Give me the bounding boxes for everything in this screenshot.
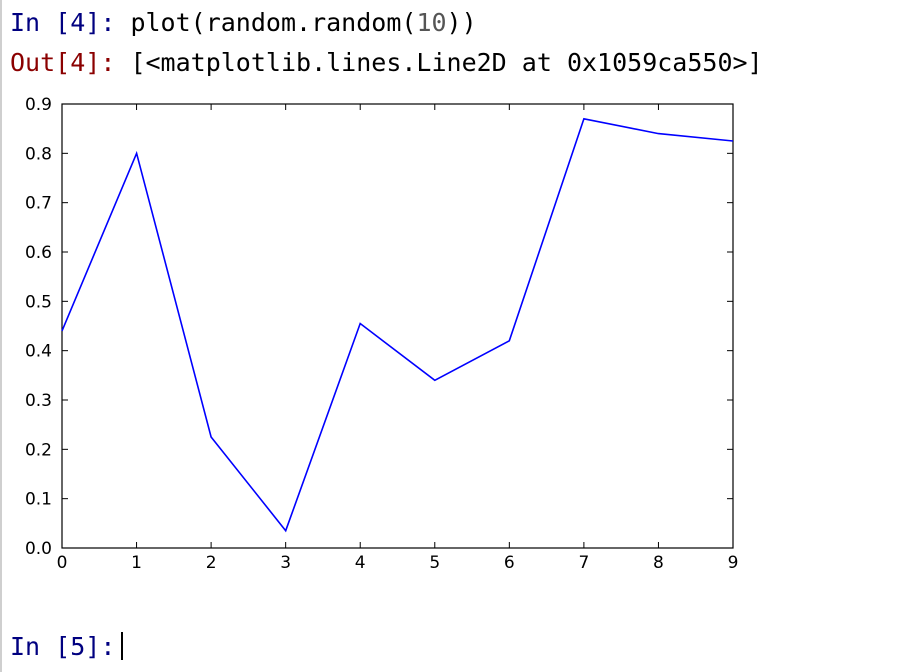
cell-left-border bbox=[0, 0, 2, 672]
y-tick-label: 0.3 bbox=[25, 391, 52, 411]
y-tick-label: 0.2 bbox=[25, 440, 52, 460]
y-tick-label: 0.6 bbox=[25, 243, 52, 263]
x-tick-label: 9 bbox=[728, 553, 739, 573]
y-tick-label: 0.7 bbox=[25, 194, 52, 214]
x-tick-label: 2 bbox=[206, 553, 217, 573]
axes-frame bbox=[61, 103, 734, 549]
text-cursor bbox=[121, 632, 124, 660]
x-tick-label: 6 bbox=[504, 553, 515, 573]
x-tick-label: 1 bbox=[131, 553, 142, 573]
x-tick-label: 0 bbox=[57, 553, 68, 573]
input-prompt-5: In [5]: bbox=[10, 632, 116, 661]
axis-ticks: 0 1 2 3 4 5 6 7 8 9 0.0 0.1 0.2 0.3 0.4 0.5 0.6 0.7 0.8 0.9 bbox=[25, 95, 738, 573]
y-tick-label: 0.5 bbox=[25, 292, 52, 312]
y-tick-label: 0.4 bbox=[25, 342, 52, 362]
input-prompt-4: In [4]: bbox=[10, 8, 116, 37]
y-tick-label: 0.9 bbox=[25, 95, 52, 115]
y-tick-label: 0.0 bbox=[25, 539, 52, 559]
y-tick-label: 0.8 bbox=[25, 144, 52, 164]
input-cell-4[interactable]: In [4]: plot(random.random(10)) bbox=[10, 8, 477, 38]
code-text: plot(random.random(10)) bbox=[130, 8, 477, 37]
output-prompt-4: Out[4]: bbox=[10, 48, 116, 77]
x-tick-label: 4 bbox=[355, 553, 366, 573]
line-plot: 0 1 2 3 4 5 6 7 8 9 0.0 0.1 0.2 0.3 0.4 0.5 0.6 0.7 0.8 0.9 bbox=[25, 95, 738, 573]
input-cell-5[interactable]: In [5]: bbox=[10, 632, 124, 662]
x-tick-label: 8 bbox=[653, 553, 664, 573]
x-tick-label: 5 bbox=[429, 553, 440, 573]
y-tick-label: 0.1 bbox=[25, 490, 52, 510]
output-text: [<matplotlib.lines.Line2D at 0x1059ca550… bbox=[130, 48, 763, 77]
series-line bbox=[61, 117, 734, 533]
x-tick-label: 7 bbox=[578, 553, 589, 573]
output-cell-4: Out[4]: [<matplotlib.lines.Line2D at 0x1… bbox=[10, 48, 763, 78]
x-tick-label: 3 bbox=[280, 553, 291, 573]
